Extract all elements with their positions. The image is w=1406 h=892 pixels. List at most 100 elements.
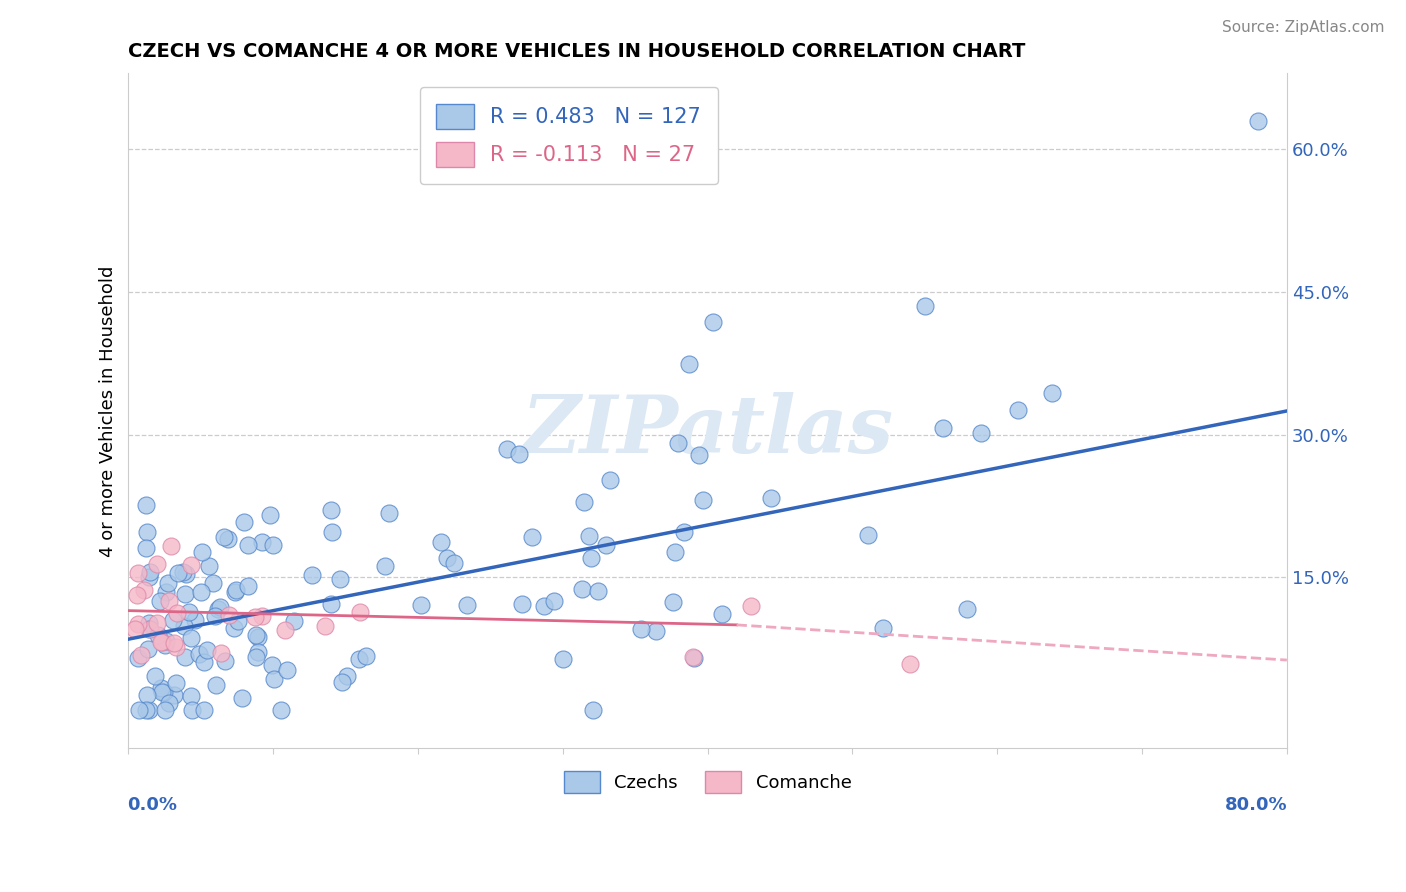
Point (214, 654, 236, 668)
Text: ZIPatlas: ZIPatlas (522, 392, 894, 470)
Point (259, 508, 281, 522)
Point (321, 524, 343, 539)
Point (578, 529, 600, 543)
Point (225, 583, 247, 598)
Point (666, 436, 689, 450)
Point (148, 628, 170, 642)
Point (165, 675, 187, 690)
Point (155, 633, 177, 648)
Text: CZECH VS COMANCHE 4 OR MORE VEHICLES IN HOUSEHOLD CORRELATION CHART: CZECH VS COMANCHE 4 OR MORE VEHICLES IN … (128, 42, 1026, 61)
Point (208, 600, 231, 615)
Point (207, 602, 229, 616)
Point (581, 703, 603, 717)
Point (740, 599, 762, 613)
Point (931, 421, 953, 435)
Point (224, 584, 246, 599)
Point (180, 632, 202, 646)
Text: 0.0%: 0.0% (128, 796, 177, 814)
Point (177, 606, 200, 620)
Point (688, 448, 710, 462)
Point (349, 605, 371, 619)
Y-axis label: 4 or more Vehicles in Household: 4 or more Vehicles in Household (100, 265, 117, 557)
Point (160, 540, 183, 554)
Point (145, 615, 167, 630)
Point (125, 588, 148, 602)
Point (262, 538, 284, 552)
Point (347, 652, 370, 666)
Point (664, 545, 686, 559)
Point (134, 582, 156, 597)
Point (136, 525, 159, 540)
Point (270, 703, 292, 717)
Point (143, 669, 166, 683)
Point (166, 606, 188, 620)
Point (246, 630, 269, 644)
Point (153, 685, 176, 699)
Point (163, 636, 186, 650)
Point (138, 623, 160, 637)
Point (276, 663, 298, 677)
Point (173, 619, 195, 633)
Point (138, 642, 160, 657)
Point (187, 647, 209, 661)
Point (586, 583, 609, 598)
Point (149, 681, 172, 695)
Point (330, 675, 353, 690)
Point (163, 688, 186, 702)
Point (662, 594, 685, 608)
Point (319, 502, 342, 516)
Text: Source: ZipAtlas.com: Source: ZipAtlas.com (1222, 20, 1385, 35)
Point (138, 703, 160, 717)
Point (218, 608, 240, 623)
Point (157, 593, 180, 607)
Point (150, 685, 173, 699)
Point (533, 599, 555, 613)
Point (180, 558, 202, 572)
Point (1040, 386, 1063, 401)
Point (378, 506, 401, 520)
Point (193, 703, 215, 717)
Point (1007, 403, 1029, 417)
Point (273, 624, 295, 638)
Point (139, 622, 162, 636)
Point (135, 703, 157, 717)
Point (436, 551, 458, 566)
Point (301, 568, 323, 582)
Point (226, 614, 249, 628)
Text: 80.0%: 80.0% (1226, 796, 1288, 814)
Point (214, 530, 236, 544)
Point (374, 559, 396, 574)
Point (898, 657, 921, 671)
Point (233, 515, 256, 529)
Point (174, 650, 197, 665)
Point (127, 617, 149, 632)
Point (180, 703, 202, 717)
Point (157, 576, 180, 591)
Point (205, 678, 228, 692)
Point (173, 587, 195, 601)
Point (162, 613, 184, 627)
Point (315, 619, 337, 633)
Point (201, 575, 224, 590)
Point (247, 645, 270, 659)
Point (150, 635, 173, 649)
Point (155, 585, 177, 599)
Point (682, 651, 704, 665)
Point (759, 491, 782, 505)
Point (236, 538, 259, 552)
Point (174, 567, 197, 582)
Point (970, 426, 993, 441)
Point (136, 688, 159, 702)
Point (262, 658, 284, 673)
Point (321, 598, 343, 612)
Point (153, 703, 176, 717)
Point (138, 570, 160, 584)
Point (710, 607, 733, 621)
Point (956, 602, 979, 616)
Point (682, 649, 704, 664)
Point (190, 584, 212, 599)
Point (572, 495, 595, 509)
Point (354, 649, 377, 664)
Point (150, 634, 173, 648)
Point (183, 613, 205, 627)
